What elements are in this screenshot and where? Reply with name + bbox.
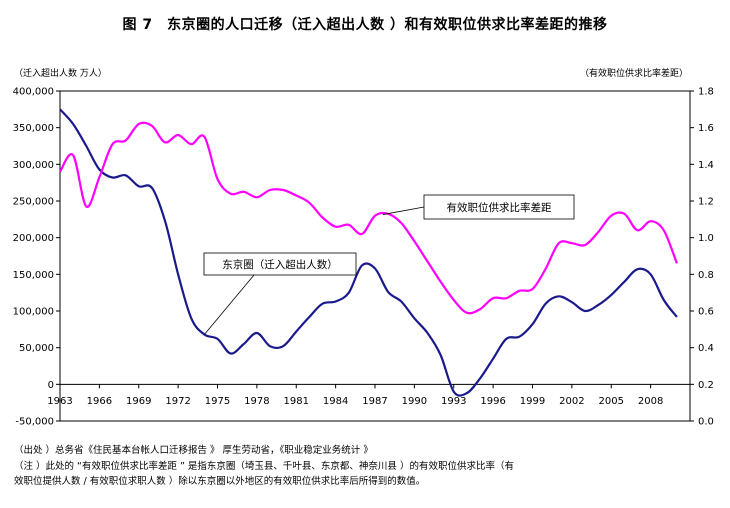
right-axis-tick-label: 0.0 [698, 417, 714, 428]
right-axis-tick-label: 0.4 [698, 343, 714, 354]
x-axis-tick-label: 1978 [244, 396, 269, 407]
x-axis-tick-label: 1993 [441, 396, 466, 407]
x-axis-tick-label: 1981 [284, 396, 309, 407]
left-axis-tick-label: 0 [48, 380, 54, 391]
axes: 400,000 350,000 300,000 250,000 200,000 150,0… [13, 87, 714, 428]
right-axis-tick-label: 1.6 [698, 123, 714, 134]
series-tokyo-net-migration-line [59, 108, 678, 397]
left-axis-tick-label: -50,000 [15, 417, 54, 428]
left-axis-unit-label: （迁入超出人数 万人） [14, 69, 107, 79]
x-axis-tick-label: 1999 [520, 396, 545, 407]
right-axis-unit-label: （有效职位供求比率差距） [580, 69, 689, 79]
x-axis-tick-label: 1984 [323, 396, 348, 407]
x-axis-tick-label: 2005 [599, 396, 624, 407]
plot-frame [59, 90, 691, 422]
right-axis-tick-label: 0.8 [698, 270, 714, 281]
x-axis-tick-label: 1996 [480, 396, 505, 407]
left-axis-tick-label: 50,000 [19, 343, 54, 354]
callout-tokyo-net-migration-text: 东京圈（迁入超出人数） [222, 258, 338, 271]
callout-tokyo-net-migration-leader [204, 274, 255, 335]
series-job-ratio-gap-line [59, 121, 678, 315]
x-axis-tick-label: 1972 [165, 396, 190, 407]
left-axis-tick-label: 150,000 [13, 270, 54, 281]
right-axis-tick-label: 1.2 [698, 197, 714, 208]
footnote-note-line2: 效职位提供人数 / 有效职位求职人数 ）除以东京圈以外地区的有效职位供求比率后所… [14, 476, 426, 487]
left-axis-tick-label: 350,000 [13, 123, 54, 134]
left-axis-tick-label: 250,000 [13, 197, 54, 208]
footnotes: （出处 ）总务省《住民基本台帐人口迁移报告 》 厚生劳动省，《职业稳定业务统计 … [14, 443, 714, 490]
callout-tokyo-net-migration-box [203, 252, 357, 276]
callout-job-ratio-gap-leader [382, 206, 425, 215]
x-axis-tick-label: 1975 [205, 396, 230, 407]
left-axis-tick-label: 400,000 [13, 87, 54, 98]
x-axis-tick-label: 1990 [402, 396, 427, 407]
right-axis-tick-label: 0.2 [698, 380, 714, 391]
x-axis-tick-label: 1963 [47, 396, 72, 407]
footnote-source: （出处 ）总务省《住民基本台帐人口迁移报告 》 厚生劳动省，《职业稳定业务统计 … [14, 445, 373, 456]
callout-job-ratio-gap-box [423, 194, 575, 220]
callouts: 东京圈（迁入超出人数） 有效职位供求比率差距 [203, 194, 575, 335]
x-axis-tick-label: 2002 [559, 396, 584, 407]
right-axis-tick-label: 1.4 [698, 160, 714, 171]
x-axis-tick-label: 1987 [362, 396, 387, 407]
x-axis-tick-label: 1966 [87, 396, 112, 407]
footnote-note-line1: （注 ）此处的 “有效职位供求比率差距 ” 是指东京圈（埼玉县、千叶县、东京都、… [14, 460, 514, 472]
chart-title: 图 7 东京圈的人口迁移（迁入超出人数 ）和有效职位供求比率差距的推移 [122, 17, 608, 33]
line-chart: 400,000 350,000 300,000 250,000 200,000 150,0… [13, 87, 714, 428]
left-axis-tick-label: 100,000 [13, 307, 54, 318]
x-axis-tick-label: 2008 [638, 396, 663, 407]
series-layer [59, 108, 678, 397]
callout-job-ratio-gap-text: 有效职位供求比率差距 [447, 201, 552, 214]
left-axis-tick-label: 200,000 [13, 233, 54, 244]
x-axis-tick-label: 1969 [126, 396, 151, 407]
left-axis-tick-label: 300,000 [13, 160, 54, 171]
right-axis-tick-label: 1.0 [698, 233, 714, 244]
right-axis-tick-label: 0.6 [698, 307, 714, 318]
right-axis-tick-label: 1.8 [698, 87, 714, 98]
